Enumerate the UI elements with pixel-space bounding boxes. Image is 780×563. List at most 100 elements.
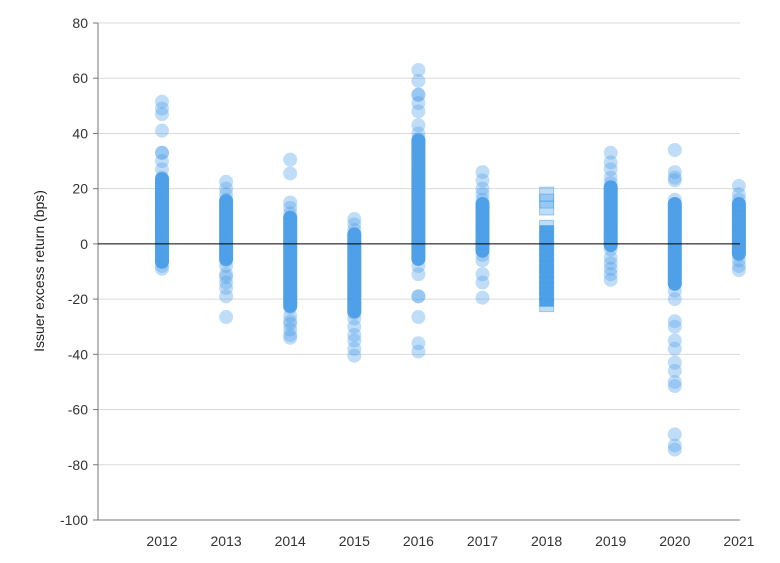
- data-point: [603, 242, 618, 257]
- data-point: [603, 267, 618, 282]
- series-2021: [731, 178, 746, 278]
- data-point: [155, 203, 169, 218]
- data-point: [283, 195, 298, 210]
- data-point: [219, 253, 234, 268]
- data-point: [283, 278, 298, 293]
- data-point: [667, 165, 682, 180]
- data-point: [155, 192, 169, 207]
- series-2018: [539, 186, 555, 313]
- data-point: [411, 206, 426, 221]
- data-point: [411, 344, 426, 359]
- data-point: [219, 310, 234, 325]
- data-point: [219, 225, 234, 240]
- data-point: [603, 187, 618, 202]
- data-point: [475, 209, 490, 224]
- data-point: [155, 225, 169, 240]
- data-point: [603, 250, 618, 265]
- data-point: [155, 209, 169, 224]
- data-point: [219, 198, 234, 213]
- data-point: [347, 333, 362, 348]
- data-point: [155, 176, 169, 191]
- data-point: [731, 220, 746, 235]
- data-point: [283, 283, 298, 298]
- y-tick-label: 0: [80, 236, 88, 252]
- data-point: [411, 245, 426, 260]
- data-point: [283, 256, 298, 271]
- series-2013: [219, 174, 234, 325]
- data-point: [475, 192, 490, 207]
- data-point: [603, 192, 618, 207]
- data-point: [219, 192, 234, 207]
- data-point: [219, 247, 234, 262]
- data-point: [603, 214, 618, 229]
- data-point: [411, 289, 426, 304]
- data-point: [667, 283, 682, 298]
- data-point: [155, 261, 169, 276]
- data-point: [411, 145, 426, 160]
- data-point: [603, 203, 618, 218]
- dense-band: [155, 172, 169, 269]
- dense-band: [603, 180, 618, 253]
- data-point: [219, 187, 234, 202]
- dense-band: [219, 194, 234, 266]
- data-point: [347, 261, 362, 276]
- x-tick-label: 2013: [211, 533, 242, 549]
- data-point: [667, 314, 682, 329]
- gridlines: [98, 22, 740, 466]
- y-tick-label: 80: [72, 15, 88, 31]
- data-point: [731, 187, 746, 202]
- data-point: [667, 442, 682, 457]
- data-point: [347, 267, 362, 282]
- data-point: [667, 333, 682, 348]
- data-point: [347, 250, 362, 265]
- data-point: [603, 198, 618, 213]
- data-point: [155, 101, 169, 116]
- data-point: [667, 438, 682, 453]
- data-point: [347, 294, 362, 309]
- data-point: [667, 379, 682, 394]
- data-point: [667, 173, 682, 188]
- data-point: [411, 200, 426, 215]
- data-point: [155, 253, 169, 268]
- data-point: [731, 225, 746, 240]
- dense-band: [411, 133, 426, 266]
- data-point: [283, 223, 298, 238]
- data-point: [603, 225, 618, 240]
- data-point: [155, 145, 169, 160]
- data-point: [411, 173, 426, 188]
- data-point: [731, 214, 746, 229]
- data-point: [411, 73, 426, 88]
- data-point: [155, 214, 169, 229]
- data-point: [731, 247, 746, 262]
- data-point: [347, 272, 362, 287]
- data-point: [155, 220, 169, 235]
- data-point: [411, 184, 426, 199]
- y-tick-label: -20: [68, 291, 88, 307]
- data-point: [667, 214, 682, 229]
- y-tick-label: 40: [72, 125, 88, 141]
- data-point: [731, 203, 746, 218]
- data-point: [283, 328, 298, 343]
- data-point: [475, 203, 490, 218]
- data-point: [347, 245, 362, 260]
- data-point: [411, 96, 426, 111]
- data-point: [219, 174, 234, 189]
- data-point: [411, 250, 426, 265]
- data-point: [283, 166, 298, 181]
- tick-labels: 80 60 40 20 0 -20 -40 -60 -80 -100 2012 2013 2014 201…: [60, 15, 755, 549]
- data-point: [603, 145, 618, 160]
- data-point: [667, 427, 682, 442]
- data-point: [283, 322, 298, 337]
- data-point: [155, 247, 169, 262]
- data-point: [667, 270, 682, 285]
- data-point: [667, 203, 682, 218]
- data-point: [347, 212, 362, 227]
- data-point: [603, 261, 618, 276]
- data-point: [347, 283, 362, 298]
- data-point: [219, 258, 234, 273]
- data-point: [603, 220, 618, 235]
- data-point: [667, 319, 682, 334]
- y-tick-label: -80: [68, 457, 88, 473]
